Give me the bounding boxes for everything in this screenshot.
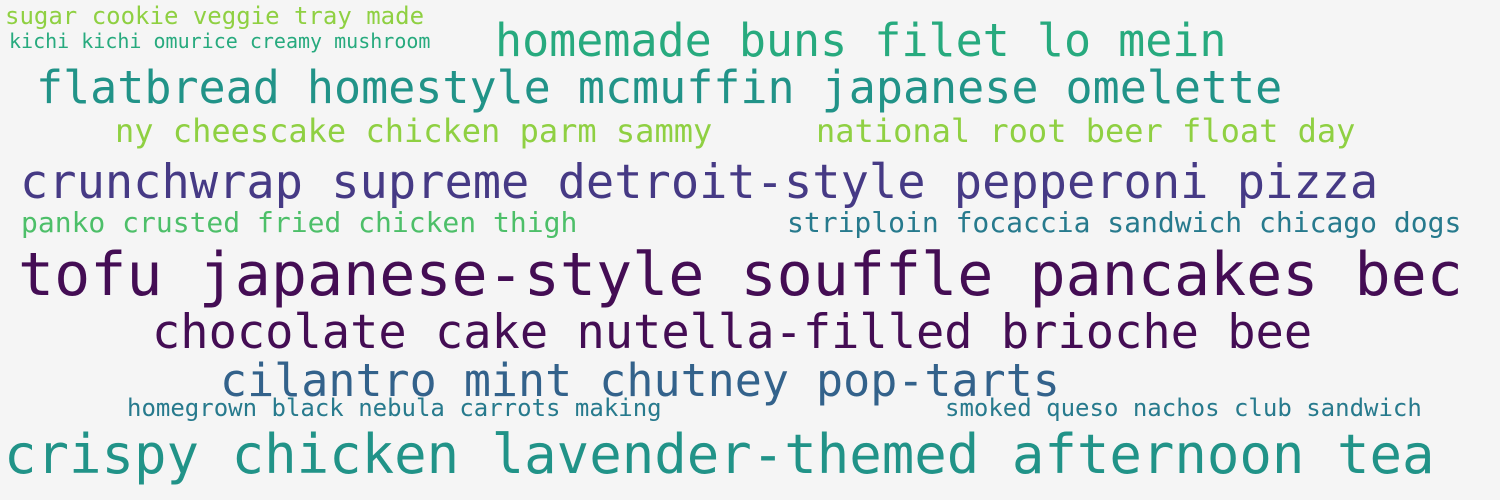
word-phrase: panko crusted fried chicken thigh [21, 206, 578, 239]
word-phrase: flatbread homestyle mcmuffin japanese om… [36, 61, 1283, 114]
word-phrase: striploin focaccia sandwich chicago dogs [787, 206, 1462, 239]
word-phrase: ny cheescake chicken parm sammy [115, 112, 713, 150]
word-phrase: crispy chicken lavender-themed afternoon… [4, 423, 1435, 486]
word-phrase: homemade buns filet lo mein [495, 14, 1227, 67]
word-phrase: smoked queso nachos club sandwich [945, 394, 1422, 422]
word-phrase: crunchwrap supreme detroit-style peppero… [20, 155, 1379, 210]
word-phrase: chocolate cake nutella-filled brioche be… [152, 305, 1313, 360]
word-phrase: cilantro mint chutney pop-tarts [220, 354, 1060, 407]
word-phrase: kichi kichi omurice creamy mushroom [9, 29, 431, 53]
word-phrase: sugar cookie veggie tray made [5, 2, 425, 30]
word-phrase: homegrown black nebula carrots making [127, 394, 662, 422]
word-phrase: tofu japanese-style souffle pancakes bec [18, 240, 1463, 310]
word-phrase: national root beer float day [816, 112, 1356, 150]
